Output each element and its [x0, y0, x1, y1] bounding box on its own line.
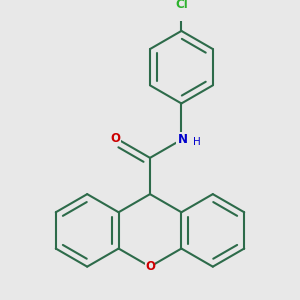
Text: O: O	[110, 132, 120, 145]
Text: Cl: Cl	[175, 0, 188, 11]
Text: O: O	[145, 260, 155, 273]
Text: H: H	[193, 137, 201, 147]
Text: N: N	[178, 133, 188, 146]
